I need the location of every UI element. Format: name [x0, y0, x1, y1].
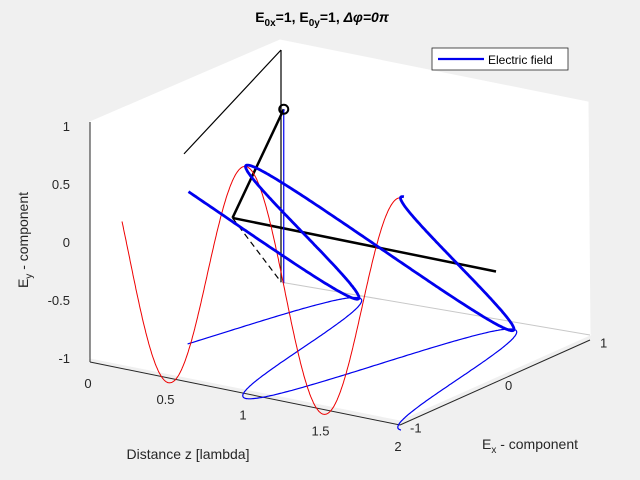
ey-tick-label: 1 [63, 119, 70, 134]
z-axis-label: Distance z [lambda] [127, 446, 250, 462]
reference-frame [183, 49, 497, 284]
legend-box [431, 47, 569, 71]
ey-tick-label: 0 [63, 235, 70, 250]
propagation-axis-line [232, 216, 497, 273]
ex-axis-label: Ex - component [482, 436, 578, 456]
back-edge [279, 281, 591, 336]
axis-line-z [89, 361, 401, 426]
frame-edge-top [183, 49, 282, 155]
ex-tick-label: -1 [410, 421, 422, 436]
ex-tick-label: 0 [505, 378, 512, 393]
z-tick-label: 1 [239, 408, 246, 423]
z-tick-label: 1.5 [311, 423, 329, 438]
tick-labels: 0 0.5 1 1.5 2 -1 0 1 -1 -0.5 0 0.5 1 [48, 119, 608, 454]
z-tick-label: 0 [84, 376, 91, 391]
curves [121, 163, 518, 431]
axis-line-ex [399, 339, 591, 426]
legend[interactable]: Electric field [431, 47, 569, 71]
z-tick-label: 2 [394, 439, 401, 454]
field-vector-line [231, 108, 285, 219]
ey-tick-label: -0.5 [48, 293, 70, 308]
ex-tick-label: 1 [600, 336, 607, 351]
z-tick-label: 0.5 [156, 392, 174, 407]
axes-box [88, 39, 592, 426]
wall-projection-curve [121, 165, 402, 415]
chart-title: E0x=1, E0y=1, Δφ=0π [255, 9, 390, 29]
ey-axis-label: Ey - component [15, 192, 35, 288]
field-vector-marker [278, 103, 290, 115]
electric-field-curve [187, 163, 516, 333]
legend-label: Electric field [488, 53, 553, 67]
ey-tick-label: 0.5 [52, 177, 70, 192]
ey-tick-label: -1 [58, 351, 70, 366]
